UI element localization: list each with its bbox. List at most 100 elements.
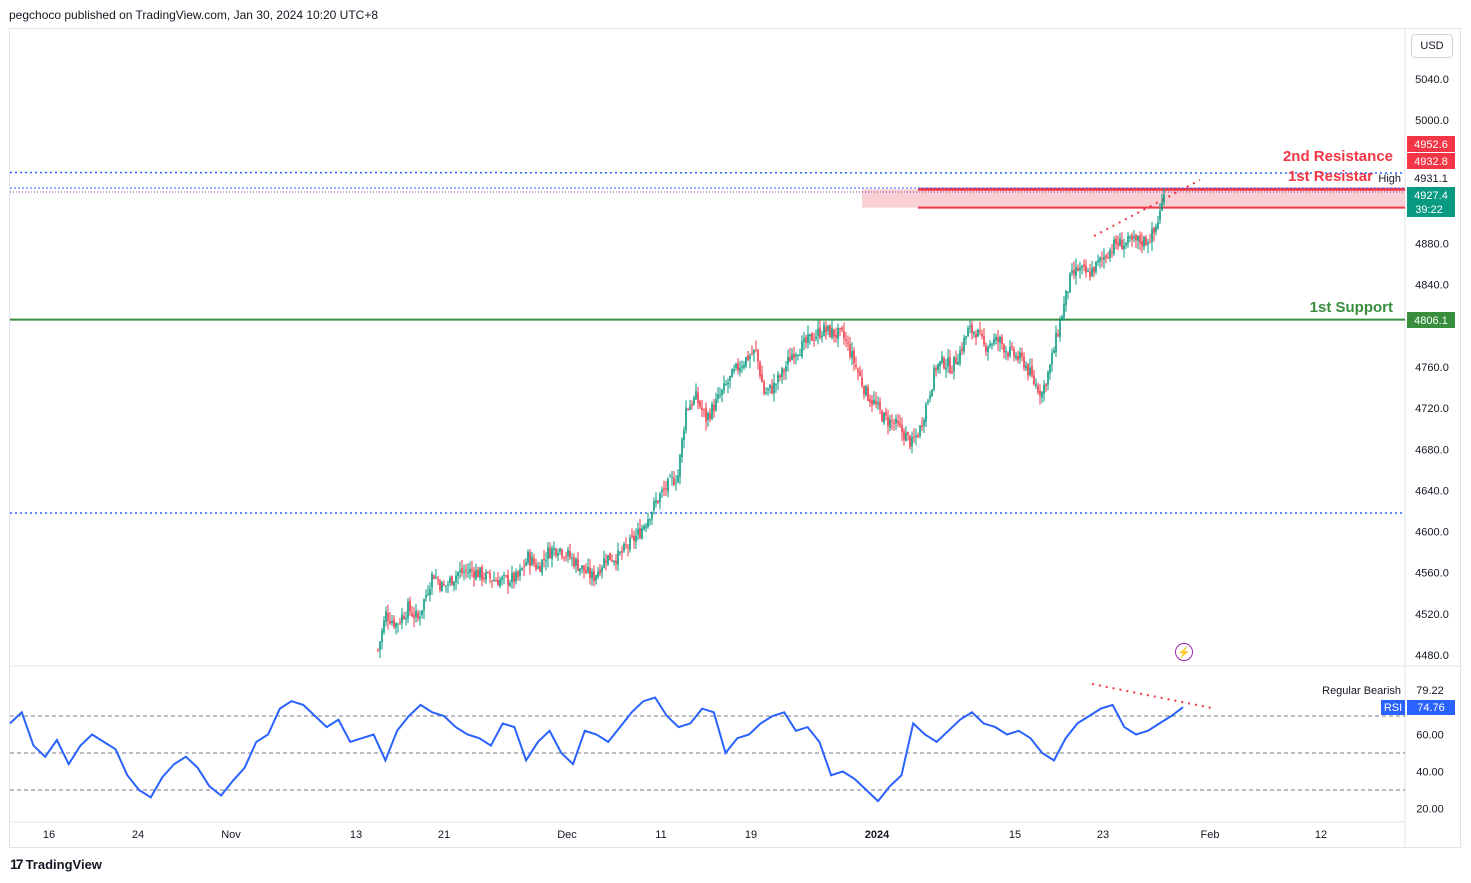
candle-body: [435, 576, 437, 578]
candle-body: [1005, 351, 1007, 353]
candle-body: [1007, 352, 1009, 357]
candle-body: [645, 525, 647, 528]
time-tick-label: 23: [1097, 829, 1109, 841]
candle-body: [425, 594, 427, 598]
candle-body: [601, 567, 603, 573]
candle-body: [855, 364, 857, 367]
candle-body: [999, 336, 1001, 343]
lightning-icon[interactable]: ⚡: [1175, 643, 1193, 661]
candle-body: [967, 327, 969, 337]
chart-frame: [9, 28, 1461, 848]
candle-body: [621, 551, 623, 553]
candle-body: [669, 476, 671, 478]
candle-body: [879, 401, 881, 410]
rsi-divergence-label: Regular Bearish: [1322, 685, 1401, 697]
candle-body: [555, 548, 557, 556]
candle-body: [827, 325, 829, 331]
candle-body: [441, 582, 443, 592]
candle-body: [443, 584, 445, 586]
candle-body: [841, 327, 843, 330]
candle-body: [603, 558, 605, 568]
candle-body: [1091, 267, 1093, 277]
candle-body: [427, 593, 429, 595]
price-tick-label: 4520.0: [1415, 609, 1449, 621]
candle-body: [1099, 257, 1101, 262]
candle-body: [1079, 267, 1081, 271]
candle-body: [383, 620, 385, 633]
candle-body: [423, 599, 425, 611]
candle-body: [1097, 260, 1099, 263]
candle-body: [541, 559, 543, 574]
candle-body: [1075, 267, 1077, 276]
candle-body: [589, 567, 591, 579]
candle-body: [1089, 271, 1091, 278]
candle-body: [569, 550, 571, 558]
candle-body: [393, 619, 395, 627]
candle-body: [1039, 390, 1041, 396]
candle-body: [969, 326, 971, 328]
candle-body: [1017, 355, 1019, 361]
candle-body: [939, 361, 941, 366]
candle-body: [477, 569, 479, 578]
candle-body: [771, 385, 773, 394]
candle-body: [1151, 228, 1153, 242]
candle-body: [607, 555, 609, 565]
candle-body: [913, 436, 915, 439]
candle-body: [711, 403, 713, 419]
candle-body: [1161, 201, 1163, 211]
rsi-tick-label: 60.00: [1416, 730, 1444, 742]
candle-body: [899, 423, 901, 426]
candle-body: [495, 580, 497, 582]
candle-body: [831, 328, 833, 339]
currency-button[interactable]: USD: [1411, 34, 1453, 58]
candle-body: [1037, 385, 1039, 393]
candle-body: [391, 621, 393, 624]
candle-body: [757, 350, 759, 362]
tradingview-footer[interactable]: 17 TradingView: [10, 856, 102, 872]
candle-body: [629, 537, 631, 550]
candle-body: [961, 348, 963, 351]
candle-body: [941, 356, 943, 363]
candle-body: [475, 569, 477, 580]
candle-body: [1109, 249, 1111, 258]
candle-body: [447, 583, 449, 585]
candle-body: [945, 367, 947, 370]
candle-body: [1095, 261, 1097, 272]
candle-body: [545, 560, 547, 562]
candle-body: [1013, 348, 1015, 357]
candle-body: [883, 412, 885, 423]
rsi-line: [9, 696, 1184, 803]
candle-body: [865, 385, 867, 396]
candle-body: [717, 394, 719, 400]
candle-body: [845, 339, 847, 341]
candle-body: [739, 368, 741, 372]
candle-body: [981, 333, 983, 337]
candle-body: [943, 357, 945, 369]
candle-body: [515, 571, 517, 582]
candle-body: [571, 557, 573, 559]
candle-body: [507, 575, 509, 586]
high-label: High: [1378, 173, 1401, 185]
candle-body: [903, 431, 905, 440]
high-price-badge: [1407, 170, 1455, 186]
candle-body: [731, 369, 733, 378]
last-price-text: 4927.4: [1414, 190, 1448, 202]
candle-body: [685, 407, 687, 431]
candle-body: [485, 572, 487, 581]
candle-body: [1163, 194, 1165, 203]
candle-body: [737, 363, 739, 371]
high-price-text: 4931.1: [1414, 173, 1448, 185]
candle-body: [1031, 366, 1033, 376]
candle-body: [1131, 235, 1133, 240]
levels-layer: [9, 171, 1406, 514]
candle-body: [671, 477, 673, 479]
candle-body: [565, 556, 567, 558]
candle-body: [875, 401, 877, 404]
candle-body: [777, 374, 779, 383]
candle-body: [959, 350, 961, 364]
candle-body: [1077, 268, 1079, 271]
candle-body: [819, 327, 821, 338]
countdown-text: 39:22: [1415, 204, 1443, 216]
candle-body: [419, 616, 421, 619]
